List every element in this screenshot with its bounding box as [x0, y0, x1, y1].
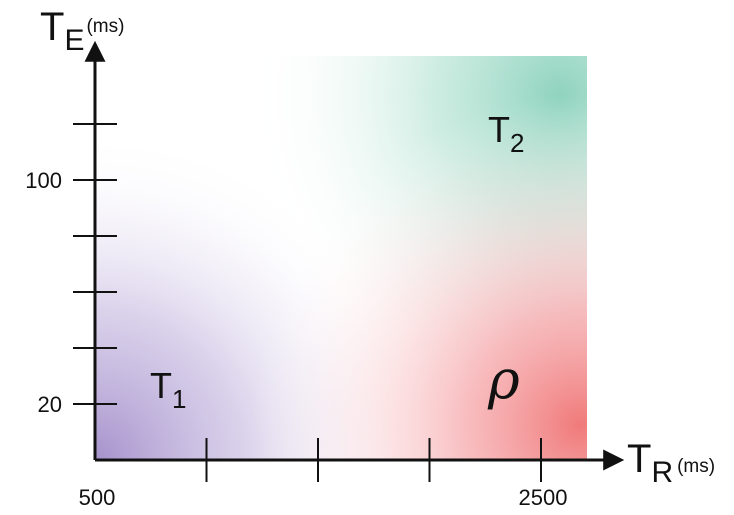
- color-field: [95, 56, 587, 460]
- t1-label: T1: [150, 365, 186, 414]
- y-axis-subscript: E: [64, 24, 84, 57]
- x-ticks: 500 2500: [79, 438, 568, 510]
- t2-label: T2: [488, 109, 524, 158]
- y-axis-title: TE (ms): [40, 5, 124, 57]
- rho-label: ρ: [487, 348, 520, 411]
- t2-subscript: 2: [510, 128, 524, 158]
- y-ticks: 20 100: [25, 123, 117, 417]
- x-tick-label: 2500: [519, 485, 568, 510]
- x-axis-subscript: R: [651, 456, 673, 489]
- x-axis-title: TR (ms): [627, 437, 715, 489]
- x-axis-unit: (ms): [677, 456, 715, 477]
- y-tick-label: 100: [25, 168, 62, 193]
- proton-density-zone: [95, 56, 587, 460]
- x-axis-symbol: T: [627, 437, 651, 481]
- y-axis-unit: (ms): [86, 16, 124, 37]
- x-tick-label: 500: [79, 485, 116, 510]
- t1-subscript: 1: [172, 384, 186, 414]
- t1-symbol: T: [150, 365, 172, 406]
- t2-symbol: T: [488, 109, 510, 150]
- y-tick-label: 20: [38, 392, 62, 417]
- y-axis-symbol: T: [40, 5, 64, 49]
